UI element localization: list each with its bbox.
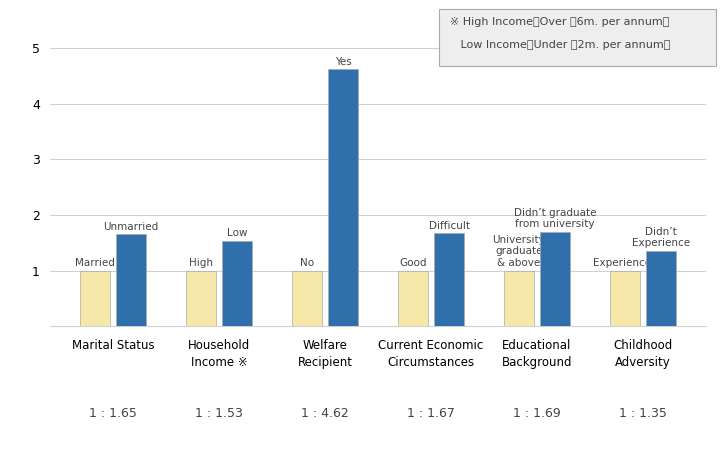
Text: Experienced: Experienced — [593, 258, 657, 268]
Text: University
graduate
& above: University graduate & above — [492, 235, 545, 268]
Text: Didn’t
Experience: Didn’t Experience — [632, 227, 690, 248]
Text: Difficult: Difficult — [428, 221, 469, 231]
Text: Unmarried: Unmarried — [104, 222, 158, 232]
Bar — [398, 270, 428, 326]
Text: 1 : 1.35: 1 : 1.35 — [619, 407, 667, 420]
Text: Didn’t graduate
from university: Didn’t graduate from university — [514, 208, 596, 230]
Bar — [186, 270, 216, 326]
Text: High: High — [189, 258, 213, 268]
Text: 1 : 1.69: 1 : 1.69 — [513, 407, 561, 420]
Bar — [292, 270, 322, 326]
Bar — [610, 270, 640, 326]
Bar — [504, 270, 534, 326]
Text: Yes: Yes — [335, 57, 351, 67]
Text: No: No — [300, 258, 314, 268]
Bar — [80, 270, 110, 326]
Text: 1 : 1.65: 1 : 1.65 — [89, 407, 137, 420]
Text: Low Income（Under ￥2m. per annum）: Low Income（Under ￥2m. per annum） — [450, 40, 670, 50]
Text: Low: Low — [227, 228, 247, 238]
Text: 1 : 1.53: 1 : 1.53 — [195, 407, 243, 420]
Text: 1 : 4.62: 1 : 4.62 — [301, 407, 349, 420]
Text: Good: Good — [399, 258, 427, 268]
Bar — [434, 233, 464, 326]
Bar — [328, 69, 358, 326]
Text: ※ High Income（Over ￥6m. per annum）: ※ High Income（Over ￥6m. per annum） — [450, 17, 670, 27]
Bar — [116, 235, 146, 326]
Text: 1 : 1.67: 1 : 1.67 — [407, 407, 455, 420]
Text: Married: Married — [75, 258, 115, 268]
Bar — [646, 251, 676, 326]
Bar — [222, 241, 252, 326]
Bar — [540, 232, 570, 326]
